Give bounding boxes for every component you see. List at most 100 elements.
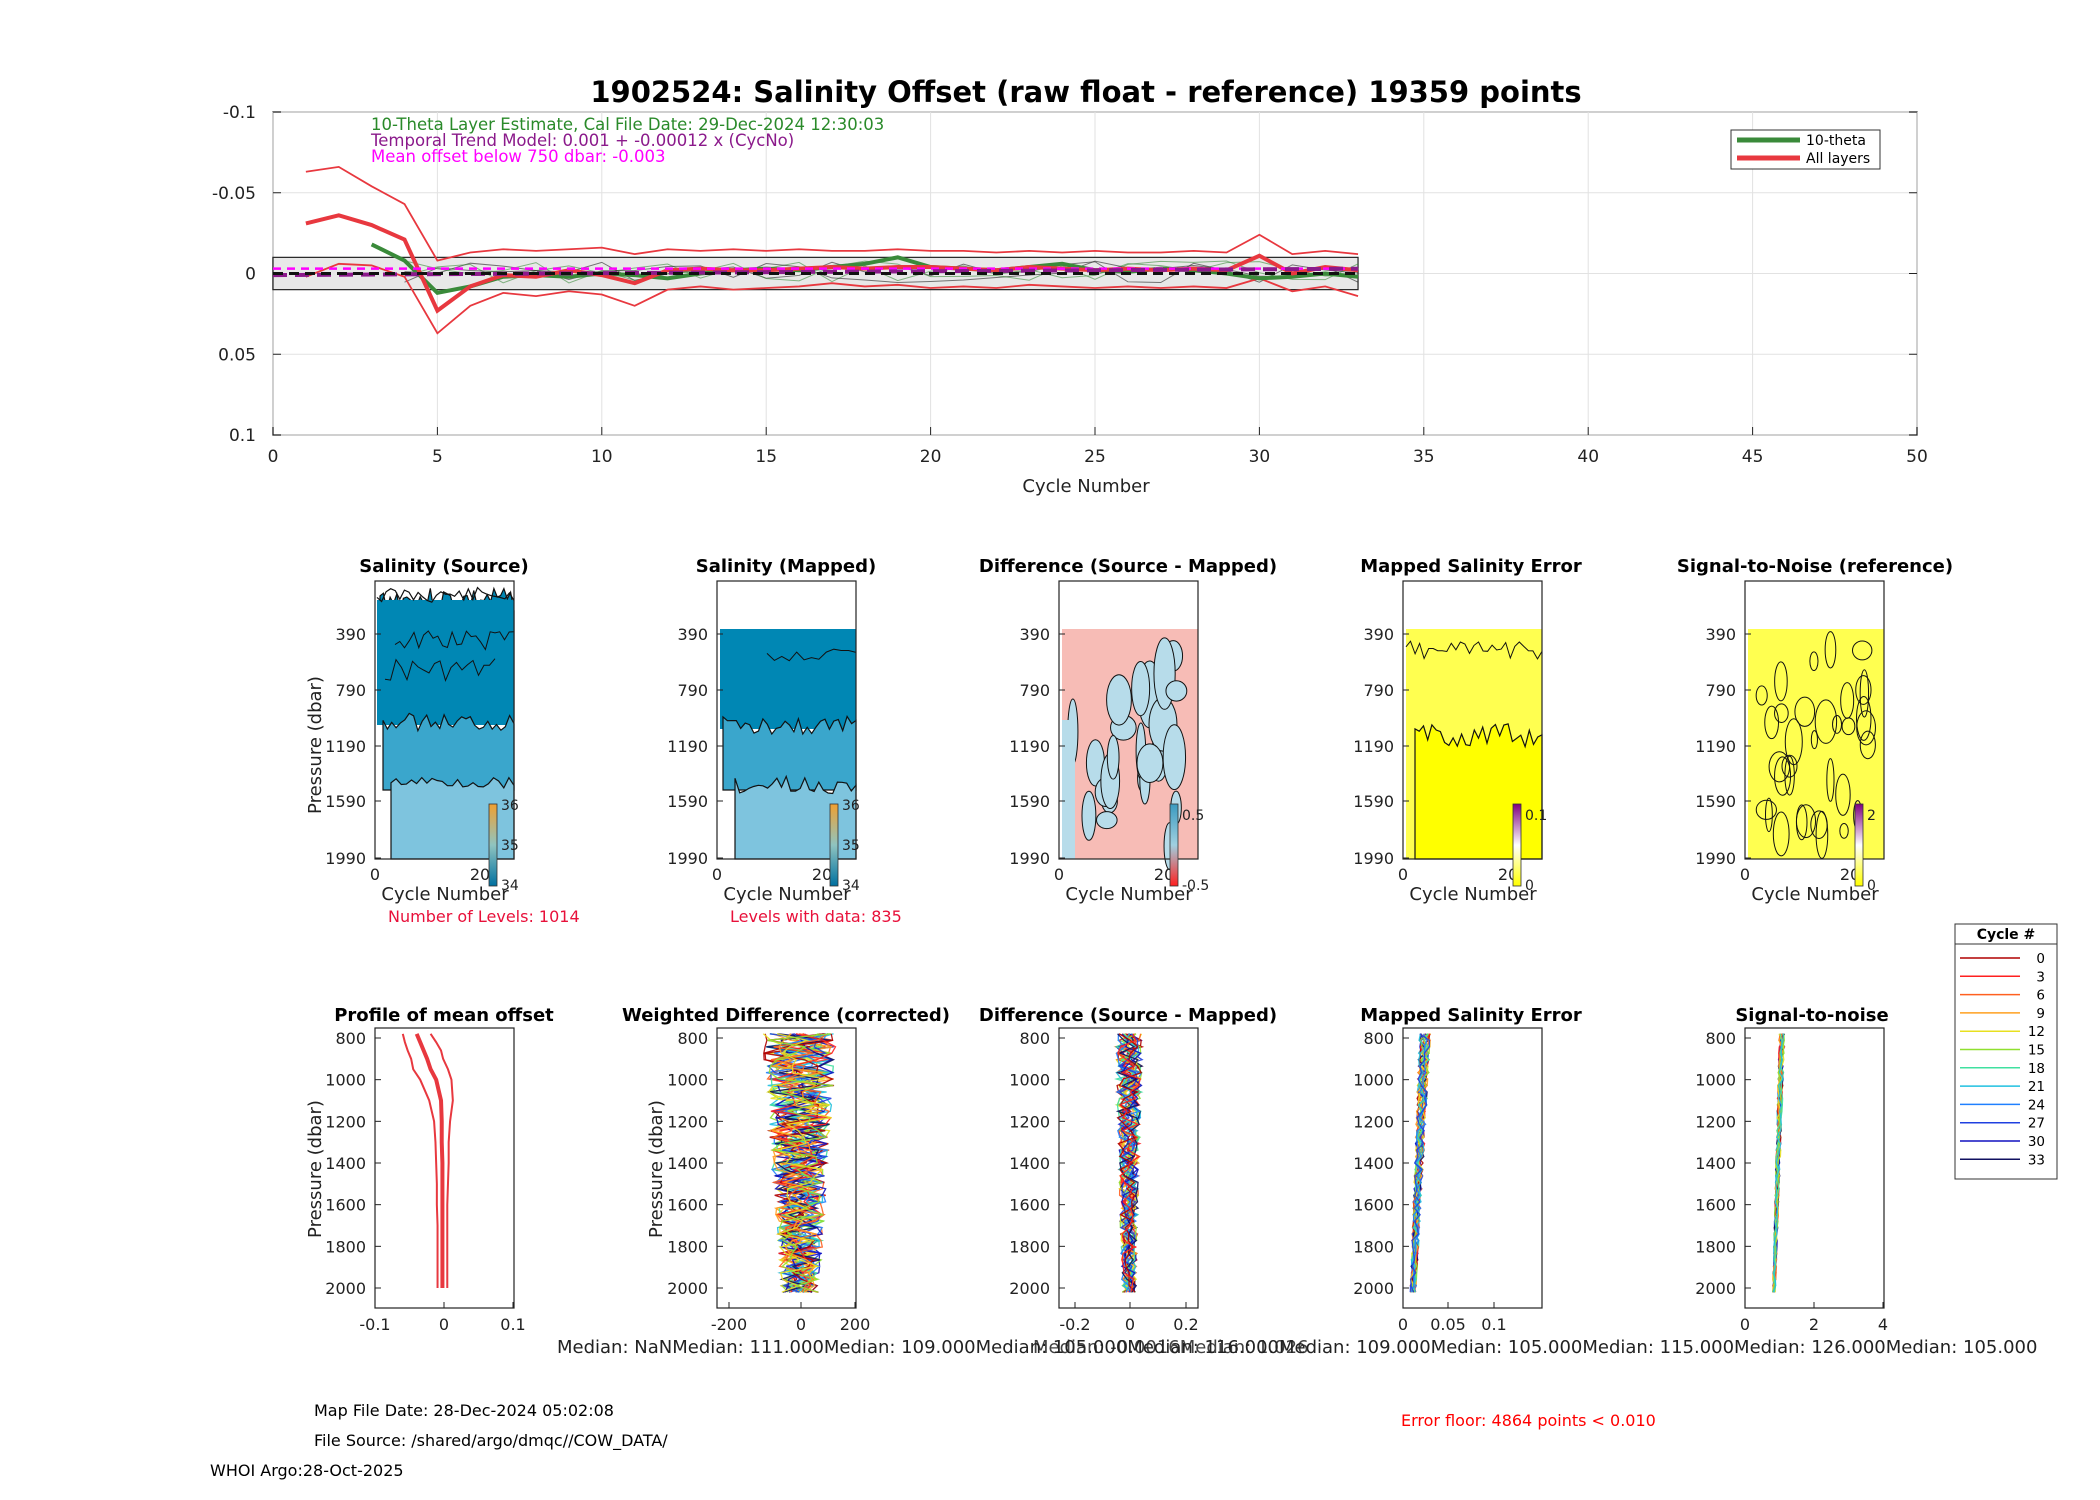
x-tick-label: 20 <box>812 865 832 884</box>
contour-loop <box>1774 703 1789 723</box>
map-file-date: Map File Date: 28-Dec-2024 05:02:08 <box>314 1401 614 1420</box>
contour-loop <box>1810 730 1818 750</box>
top-ticks: 0 5 10 15 20 25 30 35 40 45 50 -0.1 -0.05 0 0.05 0.1 <box>212 103 1928 467</box>
cycle-profile-line <box>1412 1033 1427 1293</box>
mid-panel-title: Signal-to-Noise (reference) <box>1677 556 1953 577</box>
cycle-legend-entry: 3 <box>2036 969 2045 985</box>
contour-loop <box>1772 811 1790 857</box>
colorbar-label: 35 <box>842 838 860 854</box>
x-tick-label: -200 <box>711 1315 747 1334</box>
y-tick-label: 2000 <box>325 1279 366 1298</box>
x-tick-label: 0 <box>1054 865 1064 884</box>
x-tick-label: 35 <box>1413 447 1435 467</box>
x-tick-label: 10 <box>591 447 613 467</box>
bottom-panel-title: Difference (Source - Mapped) <box>979 1005 1277 1026</box>
y-tick-label: 1600 <box>1353 1196 1394 1215</box>
contour-line <box>376 586 515 603</box>
mid-axes-frame <box>1402 580 1543 860</box>
contour-loop <box>1826 758 1835 802</box>
y-tick-label: 1190 <box>325 737 366 756</box>
x-tick-label: 20 <box>470 865 490 884</box>
median-text: Median: NaNMedian: 111.000Median: 109.00… <box>557 1337 2037 1358</box>
contour-line <box>1405 640 1543 660</box>
median-overlay: Median: -0.0016Median: 1.026 <box>1033 1337 1309 1358</box>
colorbar-label: 35 <box>501 838 519 854</box>
contour-loop <box>1824 631 1837 669</box>
contour-loop <box>1839 822 1849 839</box>
cycle-profile-line <box>767 1033 832 1293</box>
colorbar-label: 36 <box>501 798 519 814</box>
mid-axes-frame <box>374 580 515 860</box>
y-axis-label: Pressure (dbar) <box>305 676 326 814</box>
legend-theta-label: 10-theta <box>1806 133 1866 149</box>
y-tick-label: 1800 <box>1009 1237 1050 1256</box>
contour-loop <box>1835 773 1851 816</box>
y-tick-label: 2000 <box>1353 1279 1394 1298</box>
cycle-legend-entry: 12 <box>2028 1024 2045 1040</box>
x-tick-label: 20 <box>920 447 942 467</box>
x-tick-label: 0.1 <box>500 1315 525 1334</box>
contour-loop <box>1852 640 1873 661</box>
y-tick-label: 1190 <box>1695 737 1736 756</box>
bottom-axes-frame <box>1058 1027 1199 1309</box>
y-tick-label: 1190 <box>1353 737 1394 756</box>
contour-loop <box>1774 661 1788 702</box>
x-tick-label: 30 <box>1249 447 1271 467</box>
y-tick-label: 1000 <box>1353 1071 1394 1090</box>
note-number-of-levels: Number of Levels: 1014 <box>388 907 580 926</box>
y-tick-label: 390 <box>335 625 366 644</box>
top-legend: 10-theta All layers <box>1730 129 1881 170</box>
cycle-profile-line <box>1772 1033 1784 1293</box>
legend-all-label: All layers <box>1806 151 1870 167</box>
colorbar-label: 0.1 <box>1525 808 1547 824</box>
bottom-panel-title: Mapped Salinity Error <box>1360 1005 1582 1026</box>
cycle-legend-entry: 21 <box>2028 1079 2045 1095</box>
y-tick-label: 800 <box>1019 1029 1050 1048</box>
cycle-legend-entry: 6 <box>2036 988 2045 1004</box>
salinity-band-dark <box>720 629 856 729</box>
difference-negative-patch <box>1106 734 1120 780</box>
y-tick-label: 2000 <box>1009 1279 1050 1298</box>
y-tick-label: 1190 <box>667 737 708 756</box>
cycle-legend-entry: 33 <box>2028 1152 2045 1168</box>
y-tick-label: 2000 <box>1695 1279 1736 1298</box>
y-tick-label: 1400 <box>1009 1154 1050 1173</box>
cycle-profile-line <box>770 1033 831 1293</box>
main-title: 1902524: Salinity Offset (raw float - re… <box>590 75 1581 109</box>
y-tick-label: 1990 <box>1009 849 1050 868</box>
salinity-source-field <box>376 586 515 860</box>
y-tick-label: 390 <box>1363 625 1394 644</box>
cycle-legend-entry: 24 <box>2028 1097 2045 1113</box>
difference-negative-patch <box>1165 680 1188 702</box>
all-layers-upper-line <box>305 165 1359 262</box>
x-tick-label: 0 <box>796 1315 806 1334</box>
contour-loop <box>1856 695 1872 741</box>
salinity-band-mid <box>382 712 515 791</box>
difference-negative-patch <box>1081 790 1097 841</box>
y-tick-label: 1200 <box>1695 1112 1736 1131</box>
x-tick-label: 200 <box>840 1315 871 1334</box>
x-tick-label: 2 <box>1809 1315 1819 1334</box>
y-tick-label: 1400 <box>1353 1154 1394 1173</box>
mid-panel-title: Salinity (Mapped) <box>696 556 876 577</box>
y-tick-label: 1000 <box>667 1071 708 1090</box>
x-tick-label: 0.05 <box>1430 1315 1466 1334</box>
mean-offset-profile-upper <box>429 1033 454 1288</box>
salinity-band-light <box>734 774 857 860</box>
y-tick-label: 1590 <box>667 792 708 811</box>
contour-loop <box>1809 651 1819 672</box>
cycle-profile-line <box>770 1033 837 1293</box>
y-tick-label: 1800 <box>1695 1237 1736 1256</box>
mean-offset-profile-lower <box>401 1033 439 1288</box>
contour-loop <box>1794 696 1816 727</box>
bottom-panel-title: Signal-to-noise <box>1735 1005 1888 1026</box>
y-tick-label: 800 <box>1705 1029 1736 1048</box>
contour-loop <box>1781 754 1798 778</box>
mid-panel-title: Salinity (Source) <box>359 556 528 577</box>
error-floor: Error floor: 4864 points < 0.010 <box>1401 1411 1656 1430</box>
x-axis-label: Cycle Number <box>381 884 509 905</box>
contour-loop <box>1764 705 1780 740</box>
x-tick-label: 0 <box>1125 1315 1135 1334</box>
